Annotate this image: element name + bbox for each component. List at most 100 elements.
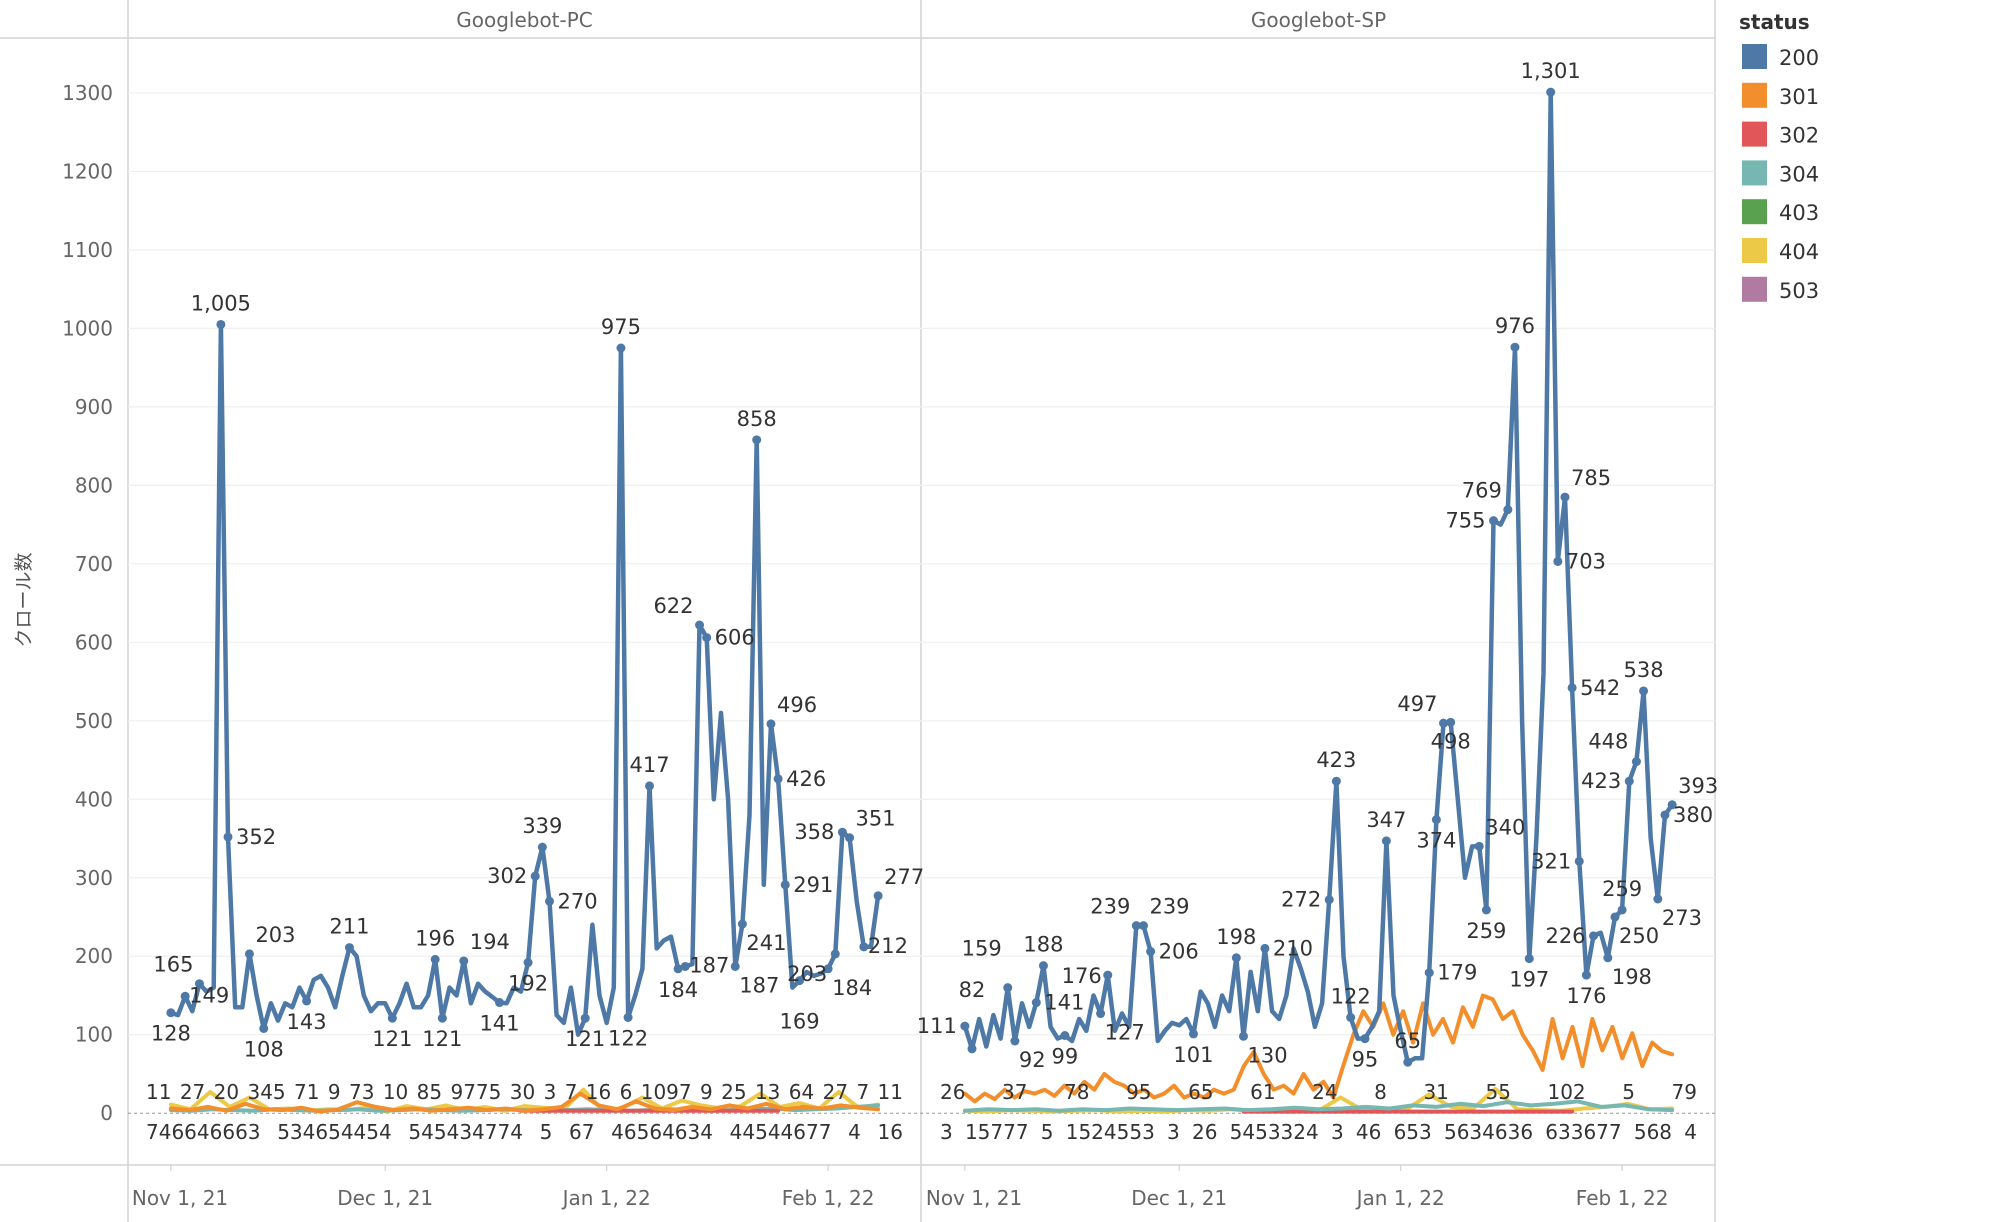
data-point	[859, 942, 869, 952]
data-point	[752, 435, 762, 445]
legend-label: 404	[1779, 240, 1819, 264]
data-label: 358	[794, 820, 834, 844]
data-point	[344, 943, 354, 953]
minor-data-label: 61	[1250, 1080, 1275, 1104]
data-point	[1510, 342, 1520, 352]
legend-label: 503	[1779, 279, 1819, 303]
legend-swatch	[1742, 160, 1767, 186]
minor-data-label: 16	[586, 1080, 611, 1104]
data-point	[1439, 718, 1449, 728]
data-point	[387, 1013, 397, 1023]
series-200	[166, 319, 883, 1037]
minor-data-label: 26	[1192, 1120, 1217, 1144]
minor-data-label: 46564634	[611, 1120, 713, 1144]
data-point	[830, 949, 840, 959]
data-label: 270	[558, 889, 598, 913]
data-label: 858	[737, 407, 777, 431]
series-line-200	[962, 89, 1675, 1065]
legend-item-404[interactable]: 404	[1742, 238, 1819, 264]
legend-item-302[interactable]: 302	[1742, 121, 1819, 148]
data-point	[302, 996, 312, 1006]
data-point	[1581, 970, 1591, 980]
data-point	[545, 896, 555, 906]
data-label: 143	[287, 1010, 327, 1034]
legend-item-403[interactable]: 403	[1742, 199, 1819, 225]
data-point	[1431, 815, 1441, 825]
data-label: 184	[658, 978, 698, 1002]
data-label: 340	[1485, 815, 1525, 839]
data-point	[730, 961, 740, 971]
data-point	[1481, 905, 1491, 915]
x-tick-label: Dec 1, 21	[337, 1186, 433, 1210]
data-label: 321	[1531, 849, 1571, 873]
legend-swatch	[1742, 199, 1767, 225]
data-label: 198	[1216, 925, 1256, 949]
data-label: 496	[777, 693, 817, 717]
data-label: 1,005	[191, 291, 251, 315]
x-tick-label: Nov 1, 21	[926, 1186, 1022, 1210]
data-point	[623, 1012, 633, 1022]
data-label: 127	[1105, 1021, 1145, 1045]
legend-swatch	[1742, 276, 1767, 302]
data-label: 122	[1331, 984, 1371, 1008]
data-label: 130	[1247, 1043, 1287, 1067]
panels: Googlebot-PC 746646663 534654454 545434774 5…	[146, 8, 1718, 1144]
legend-item-304[interactable]: 304	[1742, 160, 1819, 186]
data-label: 291	[793, 873, 833, 897]
data-label: 606	[715, 626, 755, 650]
y-tick-label: 700	[75, 552, 113, 576]
y-tick-label: 900	[75, 395, 113, 419]
data-point	[873, 891, 883, 901]
data-label: 241	[746, 931, 786, 955]
data-label: 273	[1662, 906, 1702, 930]
legend-item-301[interactable]: 301	[1742, 82, 1819, 109]
data-label: 448	[1588, 730, 1628, 754]
data-label: 184	[832, 976, 872, 1000]
minor-data-label: 102	[1547, 1080, 1585, 1104]
minor-data-label: 31	[1423, 1080, 1448, 1104]
data-point	[1589, 931, 1599, 941]
data-label: 194	[470, 930, 510, 954]
minor-data-label: 27	[823, 1080, 848, 1104]
minor-data-label: 78	[1064, 1080, 1089, 1104]
legend[interactable]: status 200 301 302 304 403 404 503	[1739, 10, 1819, 303]
data-label: 755	[1445, 509, 1485, 533]
data-label: 101	[1173, 1043, 1213, 1067]
data-label: 192	[508, 972, 548, 996]
data-label: 347	[1366, 808, 1406, 832]
data-point	[244, 949, 254, 959]
minor-data-label: 5	[1041, 1120, 1054, 1144]
panel-googlebot-pc: Googlebot-PC 746646663 534654454 545434774 5…	[146, 8, 924, 1144]
y-tick-label: 800	[75, 473, 113, 497]
data-point	[1038, 961, 1048, 971]
legend-label: 304	[1779, 162, 1819, 186]
data-point	[1138, 921, 1148, 931]
data-point	[1146, 947, 1156, 957]
minor-data-label: 65	[1188, 1080, 1213, 1104]
data-point	[645, 781, 655, 791]
data-point	[773, 774, 783, 784]
minor-data-label: 26	[940, 1080, 965, 1104]
minor-data-label: 16	[878, 1120, 903, 1144]
minor-data-label: 37	[1002, 1080, 1027, 1104]
minor-data-label: 345	[247, 1080, 285, 1104]
data-point	[223, 832, 233, 842]
data-point	[702, 633, 712, 643]
legend-item-200[interactable]: 200	[1742, 44, 1819, 70]
data-point	[1617, 905, 1627, 915]
x-tick-label: Nov 1, 21	[132, 1186, 228, 1210]
panel-title: Googlebot-PC	[456, 8, 593, 32]
minor-data-label: 55	[1485, 1080, 1510, 1104]
gridlines	[128, 92, 1715, 1114]
data-label: 259	[1602, 877, 1642, 901]
data-point	[1131, 921, 1141, 931]
data-label: 206	[1159, 940, 1199, 964]
series-304	[962, 1099, 1675, 1113]
minor-data-label: 85	[417, 1080, 442, 1104]
data-label: 417	[629, 753, 669, 777]
data-label: 203	[255, 923, 295, 947]
data-point	[837, 827, 847, 837]
legend-item-503[interactable]: 503	[1742, 276, 1819, 303]
data-label: 92	[1019, 1048, 1046, 1072]
